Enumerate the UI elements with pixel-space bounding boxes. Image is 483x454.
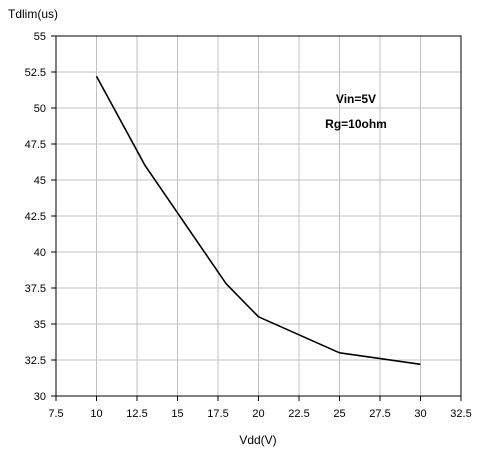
x-tick-label: 17.5 bbox=[207, 408, 228, 420]
x-tick-label: 20 bbox=[252, 408, 264, 420]
x-tick-label: 12.5 bbox=[126, 408, 147, 420]
grid bbox=[55, 35, 462, 397]
y-tick-label: 50 bbox=[34, 103, 46, 115]
x-tick-label: 27.5 bbox=[369, 408, 390, 420]
x-axis-title: Vdd(V) bbox=[239, 433, 276, 447]
y-tick-label: 42.5 bbox=[25, 211, 46, 223]
x-tick-label: 10 bbox=[90, 408, 102, 420]
y-tick-label: 40 bbox=[34, 247, 46, 259]
annotation-rg: Rg=10ohm bbox=[325, 117, 387, 131]
y-tick-label: 35 bbox=[34, 319, 46, 331]
y-tick-label: 47.5 bbox=[25, 139, 46, 151]
y-tick-label: 30 bbox=[34, 391, 46, 403]
y-tick-label: 32.5 bbox=[25, 355, 46, 367]
series-line bbox=[95, 75, 421, 366]
x-tick-label: 30 bbox=[414, 408, 426, 420]
x-tick-label: 15 bbox=[171, 408, 183, 420]
x-tick-label: 32.5 bbox=[450, 408, 471, 420]
annotation-vin: Vin=5V bbox=[336, 92, 376, 106]
x-tick-label: 25 bbox=[333, 408, 345, 420]
y-tick-label: 52.5 bbox=[25, 67, 46, 79]
x-tick-label: 22.5 bbox=[288, 408, 309, 420]
y-tick-label: 55 bbox=[34, 31, 46, 43]
y-tick-label: 45 bbox=[34, 175, 46, 187]
y-axis-title: Tdlim(us) bbox=[8, 7, 58, 21]
axis-ticks: 7.5 10 12.5 15 17.5 20 22.5 25 27.5 30 32.5 55 52.5 5… bbox=[25, 31, 472, 420]
y-tick-label: 37.5 bbox=[25, 283, 46, 295]
annotation-box: Vin=5V Rg=10ohm bbox=[325, 92, 387, 131]
x-tick-label: 7.5 bbox=[48, 408, 63, 420]
series-group bbox=[95, 75, 421, 366]
